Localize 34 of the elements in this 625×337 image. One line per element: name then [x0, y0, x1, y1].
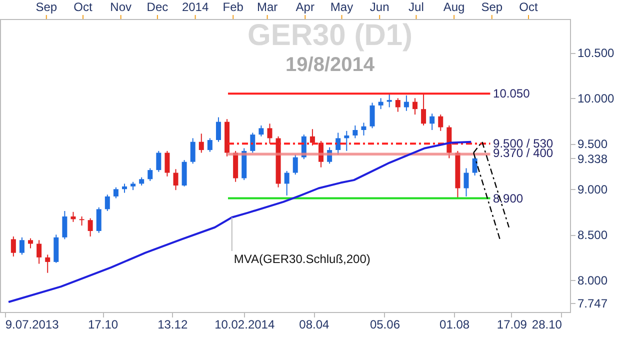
y-tick-label: 8.500: [578, 228, 608, 242]
x-tick-label: 05.06: [370, 318, 400, 332]
y-tick-label: 10.500: [578, 46, 615, 60]
x2-tick-label: 2014: [182, 0, 209, 14]
annotation: MVA(GER30.Schluß,200): [234, 252, 370, 266]
x2-tick-label: Aug: [443, 0, 465, 14]
x-tick-label: 01.08: [440, 318, 470, 332]
x-tick-label: 13.12: [158, 318, 188, 332]
y-tick-label: 9.338: [578, 152, 608, 166]
x2-tick-label: Mar: [256, 0, 278, 14]
x2-tick-label: Jun: [370, 0, 390, 14]
y-tick-label: 9.000: [578, 182, 608, 197]
x2-tick-label: Nov: [110, 0, 132, 14]
x2-tick-label: Sep: [481, 0, 503, 14]
x2-tick-label: Jul: [408, 0, 424, 14]
text: 19/8/2014: [286, 54, 376, 76]
x2-tick-label: Sep: [36, 0, 58, 14]
x2-tick-label: Feb: [222, 0, 244, 14]
x-tick-label: 08.04: [299, 318, 330, 332]
x2-tick-label: Apr: [296, 0, 314, 14]
x2-tick-label: Dec: [146, 0, 168, 14]
x2-tick-label: Oct: [74, 0, 93, 14]
x-tick-label: 17.09: [496, 318, 528, 332]
y-tick-label: 10.000: [578, 92, 615, 106]
y-tick-label: 7.747: [578, 296, 608, 311]
x-tick-label: 28.10: [532, 318, 562, 332]
x-tick-label: 9.07.2013: [5, 318, 60, 332]
x2-tick-label: Oct: [519, 0, 538, 14]
ref-line-label: 10.050: [493, 86, 530, 101]
x-tick-label: 10.02.2014: [214, 318, 275, 332]
x2-tick-label: May: [330, 0, 354, 14]
y-tick-label: 8.000: [578, 274, 608, 288]
x-tick-label: 17.10: [88, 318, 118, 332]
y-tick-label: 9.500: [578, 137, 608, 152]
